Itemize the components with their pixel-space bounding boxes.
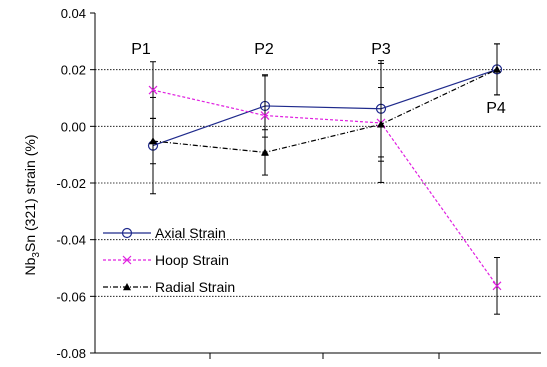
series-line	[152, 68, 498, 154]
series-radial-strain	[149, 43, 501, 176]
y-tick-labels: 0.04 0.02 0.00 -0.02 -0.04 -0.06 -0.08	[56, 6, 86, 361]
marker-triangle	[377, 120, 385, 128]
y-tick-label: 0.00	[61, 119, 86, 134]
series-line	[152, 68, 498, 147]
point-label-p1: P1	[131, 41, 151, 58]
legend-label: Hoop Strain	[155, 252, 229, 268]
legend-label: Axial Strain	[155, 225, 226, 241]
y-tick-label: -0.08	[56, 346, 86, 361]
y-tick-label: -0.02	[56, 176, 86, 191]
y-tick-label: -0.06	[56, 289, 86, 304]
series-axial-strain	[147, 43, 503, 195]
legend-item: Axial Strain	[103, 225, 226, 241]
legend-item: Radial Strain	[103, 279, 235, 295]
marker-x	[122, 255, 132, 265]
y-axis-label: Nb3Sn (321) strain (%)	[22, 135, 42, 276]
marker-circle	[121, 227, 133, 239]
legend-label: Radial Strain	[155, 279, 235, 295]
y-axis-label-group: Nb3Sn (321) strain (%)	[22, 135, 42, 276]
marker-x	[148, 85, 158, 95]
series-hoop-strain	[148, 61, 502, 315]
marker-triangle	[493, 65, 501, 73]
marker-triangle	[123, 283, 131, 291]
y-axis-label-rest: Sn (321) strain (%)	[22, 135, 38, 252]
series-line	[152, 89, 498, 287]
marker-triangle	[261, 148, 269, 156]
axes	[90, 12, 541, 359]
point-label-p2: P2	[254, 41, 274, 58]
legend: Axial Strain Hoop Strain Radial Strain	[103, 225, 235, 295]
y-tick-label: 0.04	[61, 6, 86, 21]
y-axis-label-subscript: 3	[31, 252, 42, 258]
point-label-p4: P4	[486, 100, 506, 117]
marker-triangle	[149, 137, 157, 145]
y-axis-label-main: Nb	[22, 257, 38, 275]
point-label-p3: P3	[371, 41, 391, 58]
series-layer	[147, 43, 503, 315]
marker-x	[492, 281, 502, 291]
y-tick-label: -0.04	[56, 233, 86, 248]
point-labels: P1 P2 P3 P4	[131, 41, 506, 117]
marker-x	[260, 111, 270, 120]
y-tick-label: 0.02	[61, 63, 86, 78]
legend-item: Hoop Strain	[103, 252, 229, 268]
gridlines	[95, 69, 541, 297]
